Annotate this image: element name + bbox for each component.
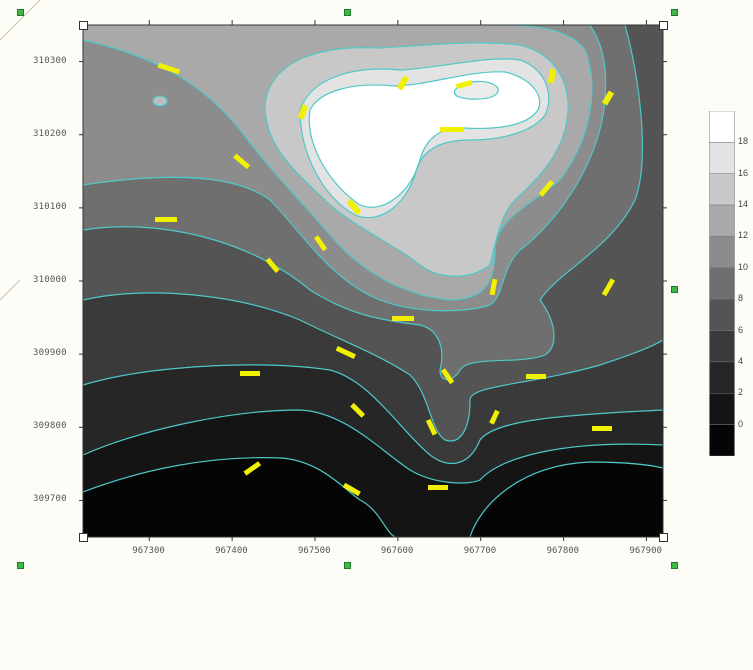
legend-swatch xyxy=(710,362,735,393)
x-tick-label: 967300 xyxy=(132,546,165,556)
legend-swatch xyxy=(710,299,735,330)
legend-swatch xyxy=(710,205,735,236)
y-tick-label: 310100 xyxy=(33,202,67,212)
legend-label: 10 xyxy=(738,262,748,272)
legend-swatch xyxy=(710,393,735,424)
legend-label: 14 xyxy=(738,199,748,209)
legend-swatch xyxy=(710,236,735,267)
x-tick-label: 967600 xyxy=(381,546,414,556)
legend-color-bar xyxy=(709,111,735,456)
legend-label: 8 xyxy=(738,293,743,303)
legend-label: 6 xyxy=(738,325,743,335)
plot-corner-top-left[interactable] xyxy=(79,21,88,30)
y-tick-label: 309900 xyxy=(33,348,67,358)
x-tick-label: 967900 xyxy=(629,546,662,556)
plot-corner-bottom-left[interactable] xyxy=(79,533,88,542)
legend-swatch xyxy=(710,268,735,299)
legend-swatch xyxy=(710,331,735,362)
x-tick-label: 967700 xyxy=(464,546,497,556)
contour-fills xyxy=(83,25,663,537)
plot-corner-top-right[interactable] xyxy=(659,21,668,30)
legend-label: 18 xyxy=(738,136,748,146)
legend-swatch xyxy=(710,425,735,456)
y-tick-label: 309800 xyxy=(33,421,67,431)
y-tick-label: 310000 xyxy=(33,275,67,285)
x-tick-label: 967800 xyxy=(547,546,580,556)
legend-label: 2 xyxy=(738,387,743,397)
x-tick-label: 967400 xyxy=(215,546,248,556)
legend-swatch xyxy=(710,111,735,142)
y-tick-label: 309700 xyxy=(33,494,67,504)
color-legend: 18 16 14 12 10 8 6 4 2 0 xyxy=(709,111,753,456)
y-tick-label: 310200 xyxy=(33,129,67,139)
legend-swatch xyxy=(710,174,735,205)
legend-label: 16 xyxy=(738,168,748,178)
legend-label: 4 xyxy=(738,356,743,366)
legend-label: 0 xyxy=(738,419,743,429)
plot-corner-bottom-right[interactable] xyxy=(659,533,668,542)
legend-swatch xyxy=(710,142,735,173)
legend-label: 12 xyxy=(738,230,748,240)
y-tick-label: 310300 xyxy=(33,56,67,66)
x-tick-label: 967500 xyxy=(298,546,331,556)
